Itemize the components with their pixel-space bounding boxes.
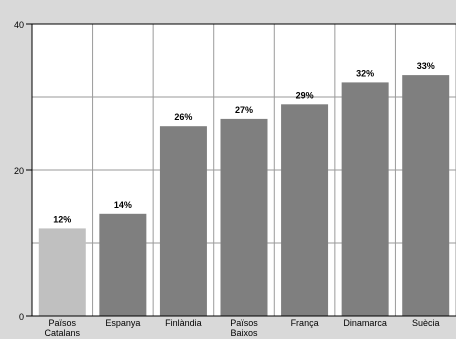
bar xyxy=(38,228,86,316)
bar-value-label: 12% xyxy=(53,214,71,224)
x-tick-label: Espanya xyxy=(105,318,140,328)
y-tick-label: 20 xyxy=(14,166,24,176)
x-tick-label: Dinamarca xyxy=(343,318,387,328)
bar xyxy=(281,104,329,316)
y-tick-label: 0 xyxy=(19,312,24,322)
bar xyxy=(341,82,389,317)
bar-value-label: 26% xyxy=(174,112,192,122)
bar-value-label: 29% xyxy=(296,90,314,100)
x-tick-label: Finlàndia xyxy=(165,318,202,328)
bar-value-label: 27% xyxy=(235,105,253,115)
x-tick-label: Suècia xyxy=(412,318,440,328)
bar xyxy=(402,75,450,316)
y-tick-label: 40 xyxy=(14,20,24,30)
bar xyxy=(220,118,268,317)
bar-value-label: 32% xyxy=(356,68,374,78)
labels-layer: 12% 14% 26% 27% 29% 32% 33% Països Catalans Espan… xyxy=(14,20,439,338)
bar-value-label: 14% xyxy=(114,200,132,210)
x-tick-label: Països Catalans xyxy=(45,318,81,338)
x-tick-label: França xyxy=(291,318,319,328)
axis-layer xyxy=(26,23,456,317)
bar xyxy=(99,213,147,316)
x-tick-label: Països Baixos xyxy=(230,318,258,338)
bar xyxy=(159,126,207,316)
bar-value-label: 33% xyxy=(417,61,435,71)
bars-layer xyxy=(38,75,450,317)
